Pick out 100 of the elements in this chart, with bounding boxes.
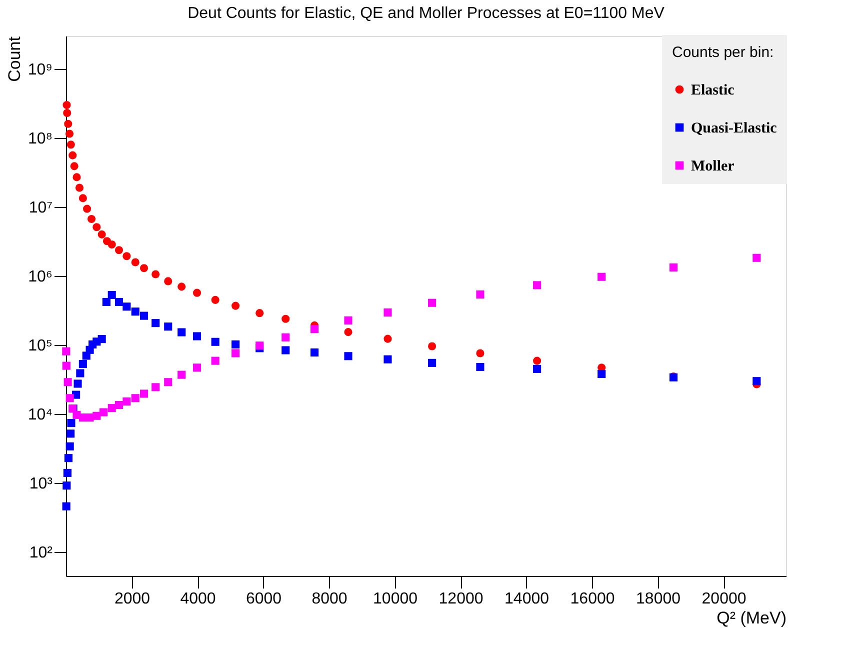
point bbox=[66, 442, 74, 450]
y-tick-label: 10⁵ bbox=[28, 338, 52, 355]
point bbox=[178, 370, 186, 379]
point bbox=[74, 380, 82, 388]
point bbox=[192, 332, 202, 340]
point bbox=[76, 369, 84, 378]
point bbox=[232, 340, 240, 348]
point bbox=[108, 290, 116, 300]
point bbox=[256, 309, 264, 318]
point bbox=[140, 312, 148, 320]
point bbox=[62, 502, 70, 510]
point bbox=[92, 223, 101, 232]
point bbox=[152, 270, 160, 278]
y-tick-label: 10⁶ bbox=[28, 268, 52, 286]
point bbox=[752, 377, 761, 386]
point bbox=[122, 302, 131, 311]
point bbox=[598, 370, 606, 378]
point bbox=[428, 342, 436, 350]
point bbox=[178, 282, 186, 291]
point bbox=[310, 348, 319, 356]
point bbox=[164, 378, 172, 386]
point bbox=[192, 364, 202, 372]
point bbox=[232, 349, 240, 358]
point bbox=[72, 173, 81, 182]
x-tick-label: 20000 bbox=[702, 590, 746, 608]
point bbox=[152, 383, 160, 392]
point bbox=[428, 358, 436, 367]
point bbox=[70, 162, 78, 170]
y-tick-label: 10² bbox=[29, 544, 54, 562]
point bbox=[83, 204, 92, 213]
point bbox=[384, 334, 392, 343]
x-tick-label: 18000 bbox=[636, 590, 681, 608]
point bbox=[282, 346, 290, 354]
point bbox=[282, 314, 290, 323]
point bbox=[114, 246, 124, 254]
point bbox=[211, 338, 220, 346]
point bbox=[64, 378, 72, 386]
point bbox=[178, 328, 186, 336]
point bbox=[102, 298, 110, 306]
point bbox=[344, 352, 352, 360]
point bbox=[344, 328, 352, 336]
point bbox=[62, 362, 70, 370]
point bbox=[476, 290, 484, 298]
point bbox=[98, 335, 106, 344]
point bbox=[232, 302, 240, 310]
y-tick-label: 10⁹ bbox=[28, 61, 52, 78]
y-tick-label: 10³ bbox=[29, 476, 54, 493]
point bbox=[256, 342, 264, 350]
y-axis-title: Count bbox=[4, 36, 24, 82]
point bbox=[476, 349, 484, 358]
point bbox=[140, 264, 148, 272]
legend-label: Quasi-Elastic bbox=[691, 120, 778, 136]
x-tick-label: 12000 bbox=[438, 590, 484, 608]
point bbox=[108, 404, 116, 412]
point bbox=[98, 230, 106, 238]
point bbox=[344, 316, 352, 324]
point bbox=[598, 272, 606, 281]
point bbox=[114, 298, 124, 306]
y-tick-label: 10⁴ bbox=[28, 406, 53, 424]
point bbox=[68, 151, 77, 160]
point bbox=[87, 214, 96, 223]
point bbox=[211, 296, 220, 304]
legend-label: Moller bbox=[691, 158, 735, 174]
point bbox=[122, 397, 131, 406]
point bbox=[131, 308, 140, 316]
point bbox=[310, 325, 319, 334]
point bbox=[282, 333, 290, 342]
x-axis-title: Q² (MeV) bbox=[716, 608, 786, 628]
point bbox=[62, 482, 71, 490]
chart-title: Deut Counts for Elastic, QE and Moller Processes at E0=1100 MeV bbox=[188, 5, 665, 22]
point bbox=[752, 254, 761, 262]
point bbox=[62, 100, 71, 110]
point bbox=[66, 430, 75, 438]
point bbox=[164, 277, 172, 286]
point bbox=[131, 394, 140, 402]
point bbox=[64, 120, 72, 128]
point bbox=[78, 194, 87, 202]
point bbox=[100, 408, 108, 416]
point bbox=[66, 394, 74, 402]
point bbox=[533, 281, 542, 290]
point bbox=[65, 130, 74, 138]
point bbox=[428, 298, 436, 307]
x-tick-label: 4000 bbox=[180, 590, 216, 608]
point bbox=[122, 252, 131, 260]
x-tick-label: 10000 bbox=[373, 590, 418, 608]
legend-title: Counts per bin: bbox=[672, 44, 774, 61]
point bbox=[78, 360, 87, 368]
point bbox=[384, 355, 392, 364]
y-tick-label: 10⁸ bbox=[28, 130, 52, 148]
point bbox=[533, 364, 542, 373]
point bbox=[384, 308, 392, 317]
point bbox=[63, 108, 72, 118]
point bbox=[67, 419, 76, 428]
point bbox=[476, 362, 484, 372]
point bbox=[131, 258, 140, 266]
point bbox=[192, 288, 202, 297]
x-tick-label: 8000 bbox=[312, 590, 348, 608]
point bbox=[63, 468, 72, 477]
point bbox=[152, 319, 160, 328]
point bbox=[164, 322, 172, 331]
